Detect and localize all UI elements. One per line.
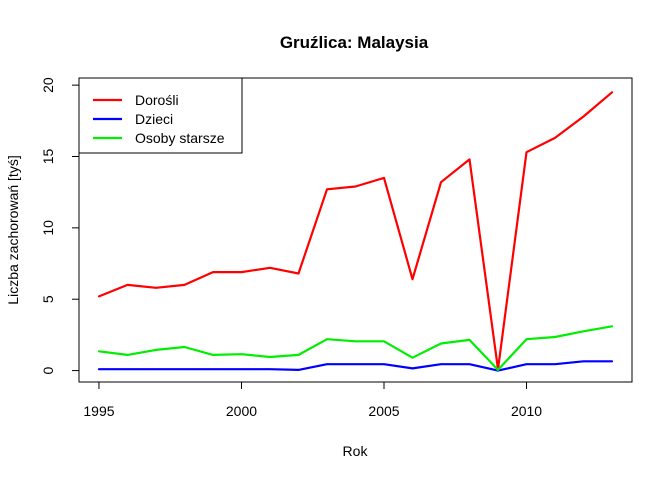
y-tick-label: 5 — [40, 295, 56, 303]
y-tick-label: 20 — [40, 77, 56, 93]
chart-title: Gruźlica: Malaysia — [280, 33, 429, 52]
legend-label-0: Dorośli — [135, 92, 179, 108]
legend-label-2: Osoby starsze — [135, 130, 225, 146]
legend-box — [78, 77, 243, 154]
x-tick-label: 1995 — [83, 403, 114, 419]
legend: Dorośli Dzieci Osoby starsze — [78, 77, 243, 154]
y-axis: 0 5 10 15 20 — [40, 77, 80, 374]
x-tick-label: 2010 — [511, 403, 542, 419]
y-tick-label: 15 — [40, 149, 56, 165]
series-layer — [97, 91, 614, 372]
legend-label-1: Dzieci — [135, 111, 173, 127]
y-axis-label: Liczba zachorowań [tyś] — [5, 155, 21, 304]
y-tick-label: 0 — [40, 366, 56, 374]
x-tick-label: 2005 — [368, 403, 399, 419]
x-tick-label: 2000 — [226, 403, 257, 419]
series-line-2 — [97, 325, 614, 371]
x-axis: 1995 2000 2005 2010 — [83, 381, 542, 419]
series-line-1 — [97, 360, 614, 372]
y-tick-label: 10 — [40, 220, 56, 236]
series-line-0 — [97, 91, 614, 371]
x-axis-label: Rok — [343, 443, 369, 459]
